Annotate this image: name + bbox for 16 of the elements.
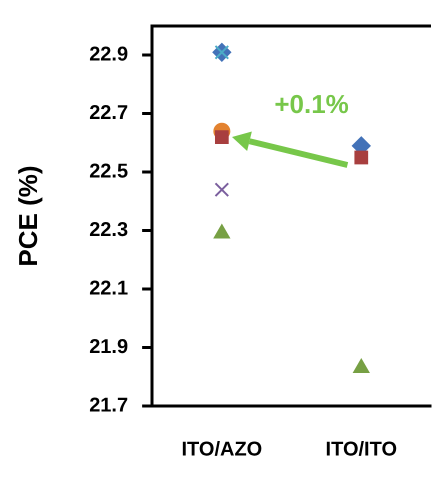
y-tick-label: 22.9 bbox=[89, 44, 128, 66]
y-tick-label: 21.9 bbox=[89, 336, 128, 358]
y-tick-label: 22.3 bbox=[89, 219, 128, 242]
y-tick-label: 22.1 bbox=[89, 278, 128, 300]
y-tick-label: 22.7 bbox=[89, 102, 128, 124]
y-tick-label: 22.5 bbox=[89, 160, 128, 183]
point bbox=[354, 150, 368, 164]
point bbox=[214, 182, 230, 198]
x-tick-label: ITO/ITO bbox=[326, 438, 398, 461]
point bbox=[352, 358, 370, 373]
y-tick-label: 21.7 bbox=[89, 394, 128, 417]
point bbox=[214, 224, 230, 239]
annotation: +0.1% bbox=[274, 89, 349, 120]
point bbox=[214, 130, 229, 144]
x-tick-label: ITO/AZO bbox=[181, 438, 262, 461]
y-axis-title: PCE (%) bbox=[12, 165, 43, 267]
